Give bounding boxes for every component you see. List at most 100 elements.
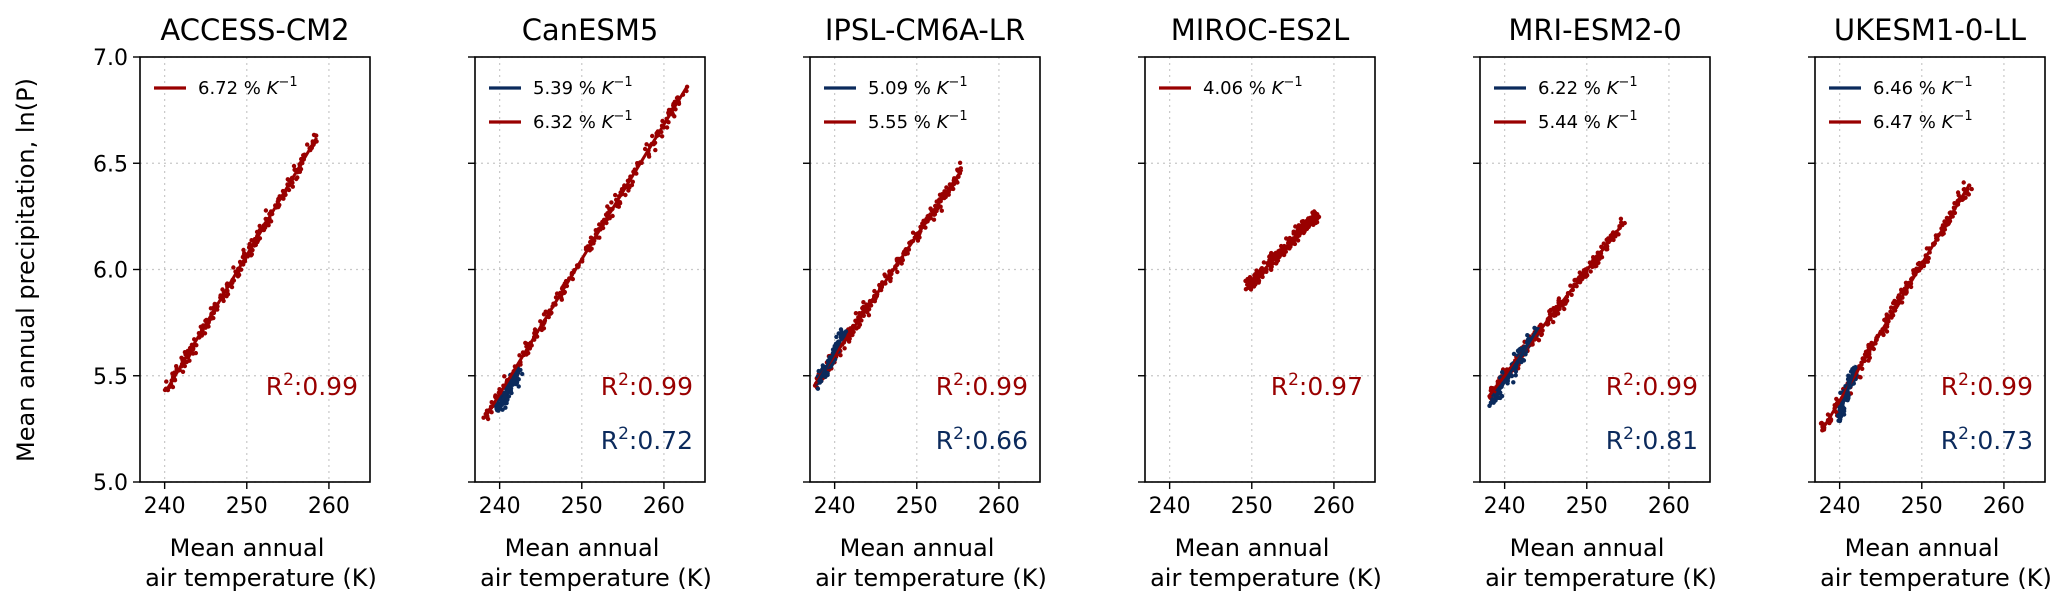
panel-title: CanESM5 [522,13,659,47]
scatter-point [1838,390,1843,395]
scatter-point [825,371,830,376]
scatter-point [1845,398,1850,403]
scatter-point [231,265,236,270]
scatter-point [225,292,231,297]
x-tick-label: 260 [643,494,685,519]
scatter-point [838,353,843,358]
scatter-point [1311,222,1316,227]
x-tick-label: 240 [1819,494,1861,519]
scatter-point [1563,301,1568,306]
scatter-point [190,351,196,356]
x-tick-label: 240 [144,494,186,519]
scatter-point [856,324,861,330]
scatter-point [895,269,900,275]
scatter-point [1924,246,1930,251]
scatter-point [509,390,514,396]
scatter-point [520,371,525,377]
scatter-point [1284,236,1289,241]
x-tick-label: 240 [814,494,856,519]
scatter-point [1298,223,1304,228]
scatter-point [1841,412,1847,417]
scatter-point [1572,278,1577,283]
scatter-point [305,142,310,147]
scatter-point [1513,373,1518,378]
scatter-point [235,274,241,279]
scatter-point [1956,193,1961,198]
scatter-point [249,238,254,243]
scatter-point [1260,274,1265,280]
scatter-point [928,206,933,211]
x-axis-label-line2: air temperature (K) [145,564,377,592]
scatter-point [1963,195,1968,200]
scatter-point [1889,305,1894,310]
legend-entry: 6.47 % K−1 [1873,109,1973,133]
scatter-point [853,311,859,316]
scatter-point [1596,260,1601,265]
scatter-point [646,154,652,159]
scatter-point [860,305,865,311]
scatter-point [1818,421,1824,426]
r2-annotation-red: R2:0.99 [1941,370,2033,401]
x-tick-label: 240 [1149,494,1191,519]
x-tick-label: 250 [1901,494,1943,519]
r2-annotation-red: R2:0.97 [1271,370,1363,401]
scatter-point [1539,331,1545,337]
x-tick-label: 240 [479,494,521,519]
legend-entry: 6.22 % K−1 [1538,75,1638,99]
x-axis-label-line2: air temperature (K) [480,564,712,592]
scatter-point [170,384,176,390]
x-axis-label-line1: Mean annual [840,534,995,562]
scatter-point [208,306,214,311]
scatter-point [248,253,254,258]
r2-annotation-blue: R2:0.72 [601,424,693,455]
scatter-point [857,311,862,316]
scatter-point [1536,338,1542,343]
scatter-point [846,339,852,344]
y-tick-label: 7.0 [93,46,128,71]
scatter-point [650,133,655,139]
scatter-point [660,118,665,124]
scatter-point [1511,351,1517,357]
scatter-point [1312,209,1317,214]
r2-annotation-red: R2:0.99 [936,370,1028,401]
scatter-point [1525,333,1530,338]
scatter-point [882,272,887,277]
scatter-point [290,184,295,189]
fit-line-red [483,85,689,420]
panel-title: ACCESS-CM2 [160,13,349,47]
panel-title: MRI-ESM2-0 [1508,13,1681,47]
scatter-point [664,125,670,130]
scatter-point [816,368,821,374]
scatter-point [644,142,649,147]
scatter-point [1882,317,1887,323]
scatter-point [263,208,269,213]
x-axis-label-line2: air temperature (K) [815,564,1047,592]
scatter-point [842,346,847,351]
scatter-point [630,179,635,184]
scatter-point [1520,357,1526,363]
scatter-point [1274,259,1279,265]
scatter-point [939,208,944,213]
r2-annotation-blue: R2:0.66 [936,424,1028,455]
x-tick-label: 260 [1648,494,1690,519]
legend-entry: 6.46 % K−1 [1873,75,1973,99]
x-axis-label-line2: air temperature (K) [1820,564,2052,592]
scatter-point [834,334,839,340]
scatter-point [1562,306,1567,312]
scatter-point [815,386,821,391]
scatter-point [613,192,618,198]
scatter-point [1568,283,1573,288]
scatter-point [1618,216,1624,221]
legend-entry: 5.39 % K−1 [533,75,633,99]
scatter-point [502,374,507,379]
x-tick-label: 260 [1313,494,1355,519]
scatter-point [518,367,523,373]
scatter-point [1500,370,1505,375]
fit-line-blue [1488,328,1539,407]
scatter-point [538,319,543,324]
x-tick-label: 250 [1566,494,1608,519]
x-tick-label: 260 [1983,494,2025,519]
y-tick-label: 6.5 [93,152,128,177]
